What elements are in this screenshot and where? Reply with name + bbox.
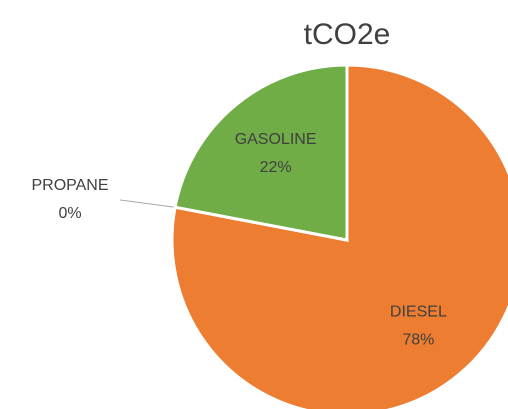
slice-value: 0% (58, 205, 81, 222)
pie-slice (170, 63, 508, 409)
slice-category: DIESEL (390, 304, 447, 321)
slice-value: 78% (402, 332, 434, 349)
slice-category: PROPANE (31, 177, 108, 194)
slice-category: GASOLINE (235, 131, 317, 148)
leader-line (119, 199, 176, 208)
chart-title: tCO2e (304, 18, 391, 51)
pie-slice (173, 63, 349, 242)
slice-value: 22% (260, 159, 292, 176)
